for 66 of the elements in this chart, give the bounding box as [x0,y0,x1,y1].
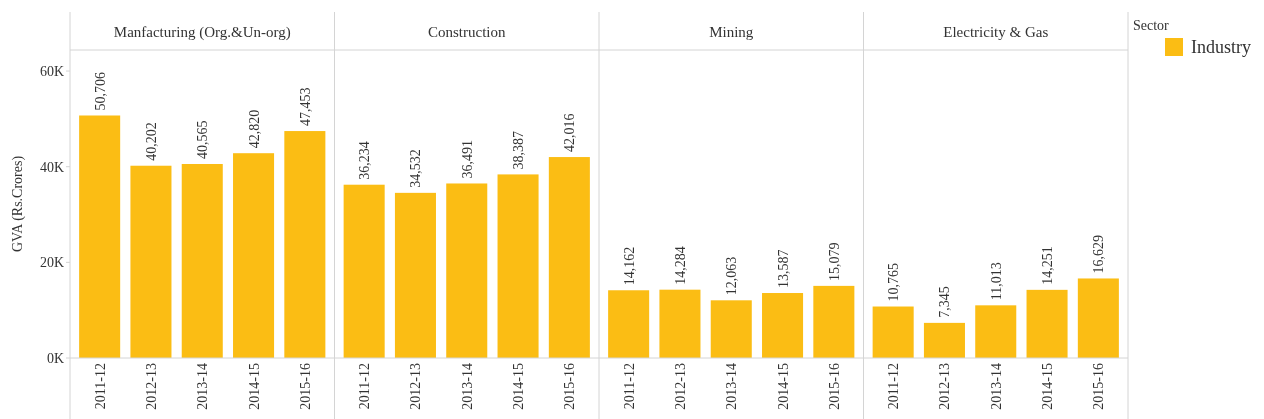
x-tick-label: 2012-13 [937,363,953,410]
data-label: 50,706 [92,71,108,111]
chart-title: Construction [428,24,506,40]
data-label: 12,063 [724,256,740,296]
data-label: 34,532 [408,149,424,188]
x-tick-label: 2012-13 [143,363,159,410]
x-tick-label: 2011-12 [886,363,902,410]
data-label: 47,453 [297,87,313,127]
bar [343,184,385,358]
data-label: 14,162 [621,246,637,286]
bar [181,163,223,358]
data-label: 36,491 [459,139,475,179]
legend-title: Sector [1133,18,1170,33]
bar [497,174,539,358]
bar [130,165,172,358]
data-label: 10,765 [886,263,902,302]
chart-title: Mining [709,24,754,40]
x-tick-label: 2015-16 [826,363,842,410]
data-label: 40,202 [143,122,159,161]
x-tick-label: 2013-14 [459,363,475,410]
x-tick-label: 2012-13 [408,363,424,410]
x-tick-label: 2013-14 [195,363,211,410]
data-label: 36,234 [357,141,373,180]
chart-title: Electricity & Gas [943,24,1049,40]
x-tick-label: 2014-15 [246,363,262,410]
data-label: 15,079 [826,242,842,281]
bar [233,153,275,358]
data-label: 13,587 [775,249,791,289]
bar [872,306,914,358]
data-label: 42,016 [562,113,578,153]
y-tick-label: 40K [39,159,64,175]
legend-label: Industry [1191,37,1251,57]
x-tick-label: 2011-12 [621,363,637,410]
y-axis-title: GVA (Rs.Crores) [10,155,26,253]
x-tick-label: 2012-13 [672,363,688,410]
x-tick-label: 2013-14 [988,363,1004,410]
bar [975,305,1017,358]
data-label: 7,345 [937,286,953,318]
y-tick-label: 20K [39,255,64,271]
x-tick-label: 2015-16 [562,363,578,410]
y-tick-label: 0K [46,350,64,366]
x-tick-label: 2014-15 [775,363,791,410]
bar [1026,289,1068,358]
bar [446,183,488,358]
bar [79,115,121,358]
chart-title: Manfacturing (Org.&Un-org) [113,24,291,41]
bar [548,157,590,358]
x-tick-label: 2014-15 [511,363,527,410]
x-tick-label: 2015-16 [297,363,313,410]
data-label: 40,565 [195,120,211,159]
data-label: 38,387 [511,130,527,170]
data-label: 14,251 [1040,246,1056,285]
data-label: 14,284 [672,246,688,285]
x-tick-label: 2013-14 [724,363,740,410]
data-label: 11,013 [988,262,1004,301]
x-tick-label: 2014-15 [1040,363,1056,410]
data-label: 42,820 [246,109,262,149]
bar [1077,278,1119,358]
data-label: 16,629 [1091,234,1107,274]
x-tick-label: 2011-12 [92,363,108,410]
bar [284,131,326,358]
bar [394,192,436,358]
x-tick-label: 2015-16 [1091,363,1107,410]
y-tick-label: 60K [39,63,64,79]
x-tick-label: 2011-12 [357,363,373,410]
bar [923,322,965,358]
